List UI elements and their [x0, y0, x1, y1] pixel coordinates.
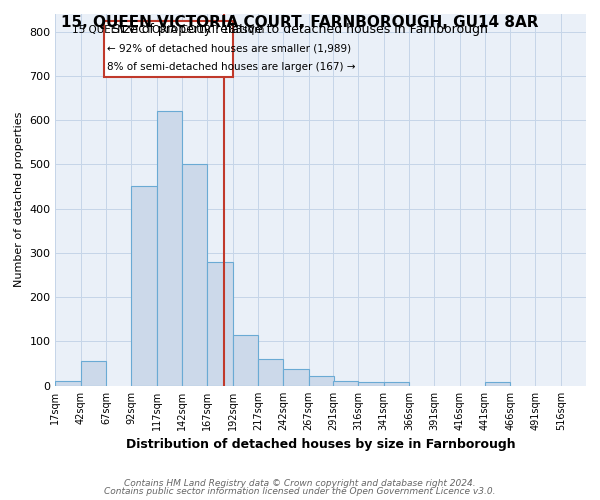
Bar — [182, 164, 208, 386]
Bar — [358, 382, 383, 386]
Bar — [131, 186, 157, 386]
Text: Size of property relative to detached houses in Farnborough: Size of property relative to detached ho… — [112, 22, 488, 36]
Text: Contains HM Land Registry data © Crown copyright and database right 2024.: Contains HM Land Registry data © Crown c… — [124, 478, 476, 488]
Bar — [55, 381, 81, 386]
X-axis label: Distribution of detached houses by size in Farnborough: Distribution of detached houses by size … — [126, 438, 515, 451]
Bar — [157, 111, 182, 386]
Bar — [81, 361, 106, 386]
Bar — [258, 359, 283, 386]
Bar — [208, 262, 233, 386]
Bar — [104, 20, 233, 76]
Text: 15 QUEEN VICTORIA COURT: 183sqm: 15 QUEEN VICTORIA COURT: 183sqm — [72, 25, 265, 35]
Bar — [333, 381, 358, 386]
Text: 8% of semi-detached houses are larger (167) →: 8% of semi-detached houses are larger (1… — [107, 62, 356, 72]
Y-axis label: Number of detached properties: Number of detached properties — [14, 112, 24, 288]
Text: 15, QUEEN VICTORIA COURT, FARNBOROUGH, GU14 8AR: 15, QUEEN VICTORIA COURT, FARNBOROUGH, G… — [61, 15, 539, 30]
Text: Contains public sector information licensed under the Open Government Licence v3: Contains public sector information licen… — [104, 487, 496, 496]
Bar — [308, 376, 334, 386]
Title: 15, QUEEN VICTORIA COURT, FARNBOROUGH, GU14 8AR
Size of property relative to det: 15, QUEEN VICTORIA COURT, FARNBOROUGH, G… — [0, 499, 1, 500]
Bar — [383, 382, 409, 386]
Bar — [233, 334, 258, 386]
Text: ← 92% of detached houses are smaller (1,989): ← 92% of detached houses are smaller (1,… — [107, 44, 351, 54]
Bar — [485, 382, 510, 386]
Bar — [283, 369, 308, 386]
